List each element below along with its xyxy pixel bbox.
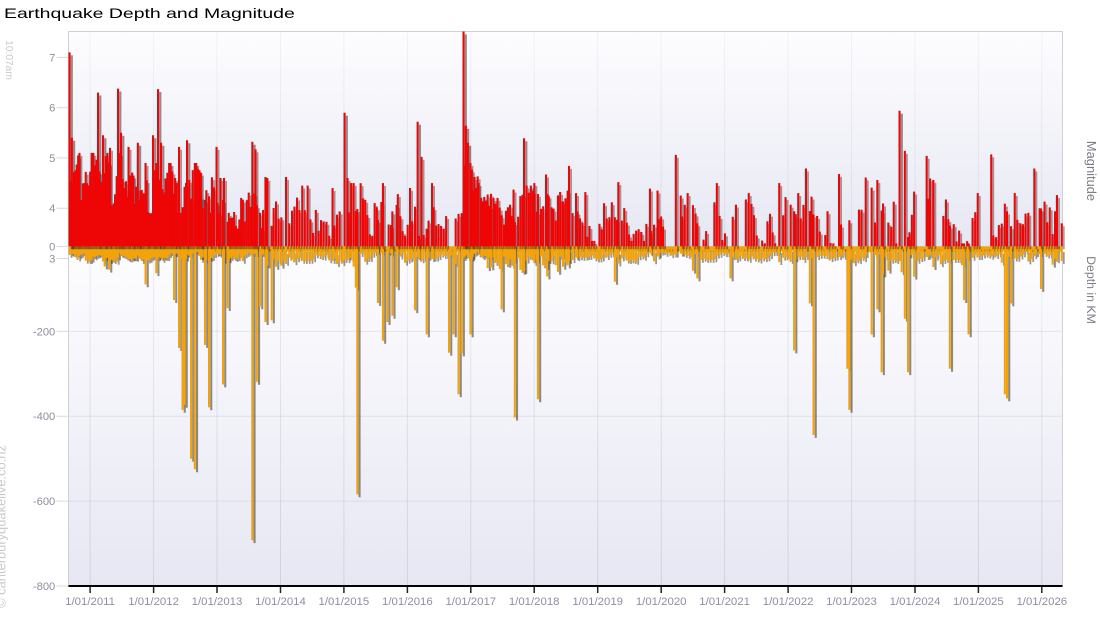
svg-text:1/01/2022: 1/01/2022 bbox=[763, 596, 814, 608]
svg-text:1/01/2016: 1/01/2016 bbox=[382, 596, 433, 608]
svg-text:7: 7 bbox=[49, 52, 55, 64]
svg-text:0: 0 bbox=[49, 242, 55, 254]
svg-text:-200: -200 bbox=[33, 326, 55, 338]
svg-text:Depth in KM: Depth in KM bbox=[1084, 256, 1098, 324]
svg-text:1/01/2011: 1/01/2011 bbox=[65, 596, 115, 608]
svg-text:1/01/2012: 1/01/2012 bbox=[128, 596, 179, 608]
svg-text:1/01/2017: 1/01/2017 bbox=[445, 596, 496, 608]
svg-text:1/01/2021: 1/01/2021 bbox=[699, 596, 750, 608]
svg-text:1/01/2026: 1/01/2026 bbox=[1016, 596, 1067, 608]
svg-text:Earthquake Depth and Magnitude: Earthquake Depth and Magnitude bbox=[4, 5, 295, 21]
svg-text:1/01/2023: 1/01/2023 bbox=[826, 596, 877, 608]
svg-text:1/01/2025: 1/01/2025 bbox=[953, 596, 1004, 608]
svg-text:6: 6 bbox=[49, 103, 55, 115]
svg-text:1/01/2013: 1/01/2013 bbox=[192, 596, 243, 608]
svg-text:-800: -800 bbox=[33, 581, 55, 593]
svg-text:-600: -600 bbox=[33, 496, 55, 508]
svg-text:-400: -400 bbox=[33, 411, 55, 423]
svg-text:4: 4 bbox=[49, 203, 55, 215]
svg-text:5: 5 bbox=[49, 153, 55, 165]
svg-text:Magnitude: Magnitude bbox=[1084, 141, 1099, 201]
svg-text:3: 3 bbox=[49, 253, 55, 265]
svg-text:1/01/2018: 1/01/2018 bbox=[509, 596, 560, 608]
svg-text:1/01/2014: 1/01/2014 bbox=[255, 596, 306, 608]
svg-text:1/01/2015: 1/01/2015 bbox=[319, 596, 370, 608]
svg-text:© canterburyquakelive.co.nz: © canterburyquakelive.co.nz bbox=[0, 445, 9, 608]
svg-text:10:07am: 10:07am bbox=[3, 40, 14, 80]
svg-text:1/01/2019: 1/01/2019 bbox=[572, 596, 623, 608]
svg-text:1/01/2020: 1/01/2020 bbox=[636, 596, 687, 608]
svg-text:1/01/2024: 1/01/2024 bbox=[890, 596, 941, 608]
